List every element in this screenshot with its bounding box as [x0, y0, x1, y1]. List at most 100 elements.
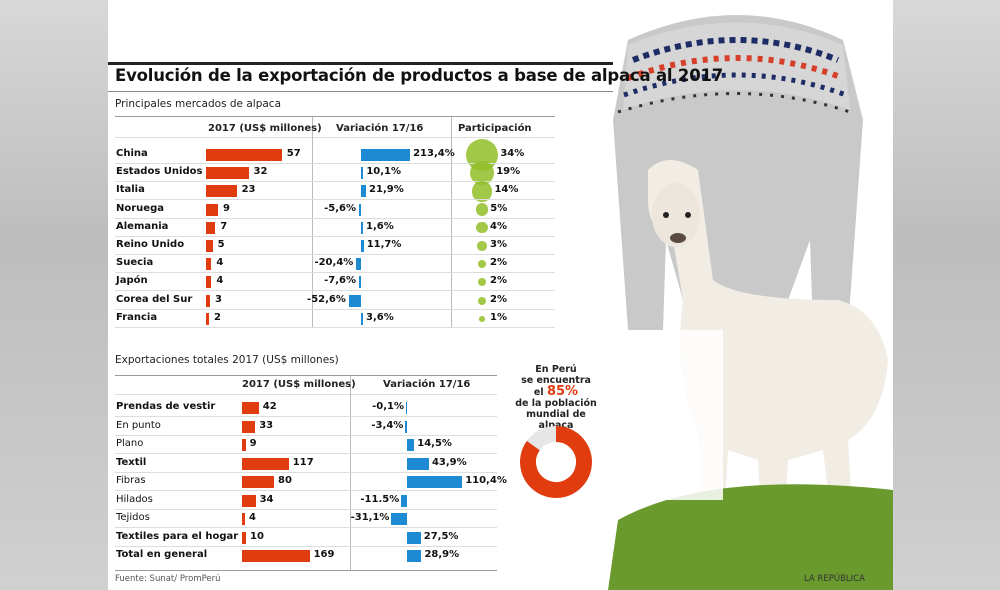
variation-label: 11,7% [366, 239, 402, 250]
row-label: Francia [116, 311, 158, 323]
row-label: Textil [116, 456, 147, 468]
column-header: 2017 (US$ millones) [208, 123, 322, 134]
row-label: Fibras [116, 475, 146, 486]
value-bar [242, 531, 246, 544]
value-label: 42 [262, 401, 277, 412]
variation-label: -11.5% [360, 493, 400, 505]
row-label: Alemania [116, 220, 169, 232]
variation-label: -5,6% [324, 202, 356, 214]
variation-bar [361, 312, 363, 325]
variation-bar [407, 439, 415, 451]
variation-bar [361, 221, 363, 234]
value-label: 34 [259, 493, 274, 505]
row-label: Suecia [116, 257, 154, 269]
value-bar [206, 185, 237, 198]
variation-label: 27,5% [423, 530, 459, 542]
value-label: 7 [220, 220, 228, 232]
row-divider [115, 416, 497, 417]
share-bubble [475, 203, 489, 216]
variation-bar [359, 276, 361, 289]
column-divider [350, 376, 351, 570]
variation-label: 28,9% [424, 549, 460, 560]
donut-slice-rest [526, 426, 557, 451]
row-label: Reino Unido [116, 239, 185, 250]
value-bar [206, 240, 213, 252]
share-bubble [476, 222, 488, 234]
row-divider [115, 326, 555, 328]
row-label: Italia [116, 184, 145, 196]
variation-bar [391, 513, 407, 525]
row-label: Prendas de vestir [116, 401, 216, 412]
table-bottom-line [115, 570, 497, 571]
infographic: Evolución de la exportación de productos… [108, 0, 893, 590]
variation-bar [406, 402, 407, 414]
variation-label: 110,4% [465, 475, 507, 486]
variation-bar [348, 294, 361, 307]
variation-bar [401, 494, 407, 507]
variation-label: 21,9% [369, 184, 404, 196]
row-label: Hilados [116, 493, 153, 505]
share-bubble [477, 241, 487, 251]
page-title: Evolución de la exportación de productos… [115, 66, 724, 85]
value-bar [206, 312, 209, 325]
variation-label: 43,9% [431, 456, 467, 468]
row-divider [115, 453, 497, 454]
row-divider [115, 308, 555, 310]
value-label: 169 [313, 549, 335, 560]
variation-label: -20,4% [314, 257, 354, 269]
share-bubble [478, 296, 486, 305]
note-line: el 85% [511, 384, 601, 399]
variation-bar [361, 240, 364, 252]
blurred-background-right [893, 0, 1000, 590]
row-label: Estados Unidos [116, 166, 203, 178]
source-note: Fuente: Sunat/ PromPerú [115, 574, 221, 584]
value-label: 9 [249, 438, 257, 449]
share-label: 2% [490, 275, 507, 287]
grass-image [608, 484, 893, 590]
header-divider [115, 137, 555, 138]
row-divider [115, 490, 497, 491]
value-bar [206, 276, 212, 289]
share-bubble [479, 316, 485, 322]
value-bar [242, 420, 256, 433]
value-label: 57 [286, 148, 301, 159]
row-divider [115, 254, 555, 255]
row-divider [115, 163, 555, 164]
variation-label: -3,4% [371, 419, 404, 431]
variation-bar [407, 531, 421, 544]
column-header: Variación 17/16 [383, 379, 471, 390]
value-bar [242, 457, 289, 470]
column-divider [312, 117, 313, 328]
row-label: Noruega [116, 202, 164, 214]
value-bar [206, 294, 210, 307]
value-label: 33 [259, 419, 274, 431]
note-line: se encuentra [521, 375, 591, 386]
share-bubble [478, 278, 486, 287]
blurred-background-left [0, 0, 108, 590]
value-bar [206, 203, 218, 216]
highlight-percentage: 85% [546, 384, 579, 399]
share-label: 2% [490, 257, 507, 269]
row-divider [115, 290, 555, 292]
share-label: 1% [490, 311, 507, 323]
row-divider [115, 272, 555, 274]
row-label: En punto [116, 419, 161, 431]
value-label: 32 [253, 166, 268, 178]
donut-slice-peru [520, 426, 592, 498]
note-line: de la población [515, 398, 597, 409]
title-divider [108, 91, 613, 92]
markets-table-title: Principales mercados de alpaca [115, 98, 282, 110]
variation-label: -7,6% [324, 275, 356, 287]
population-note: En Perú se encuentra el 85% de la poblac… [511, 364, 601, 431]
share-label: 19% [496, 166, 521, 178]
row-divider [115, 181, 555, 183]
variation-bar [361, 185, 367, 198]
value-bar [206, 167, 249, 180]
row-label: Textiles para el hogar [116, 530, 239, 542]
header-divider [115, 394, 497, 395]
table-top-line [115, 375, 497, 376]
value-bar [242, 476, 274, 488]
value-label: 117 [292, 456, 314, 468]
photo-illustration [608, 15, 893, 590]
variation-label: 3,6% [366, 311, 394, 323]
